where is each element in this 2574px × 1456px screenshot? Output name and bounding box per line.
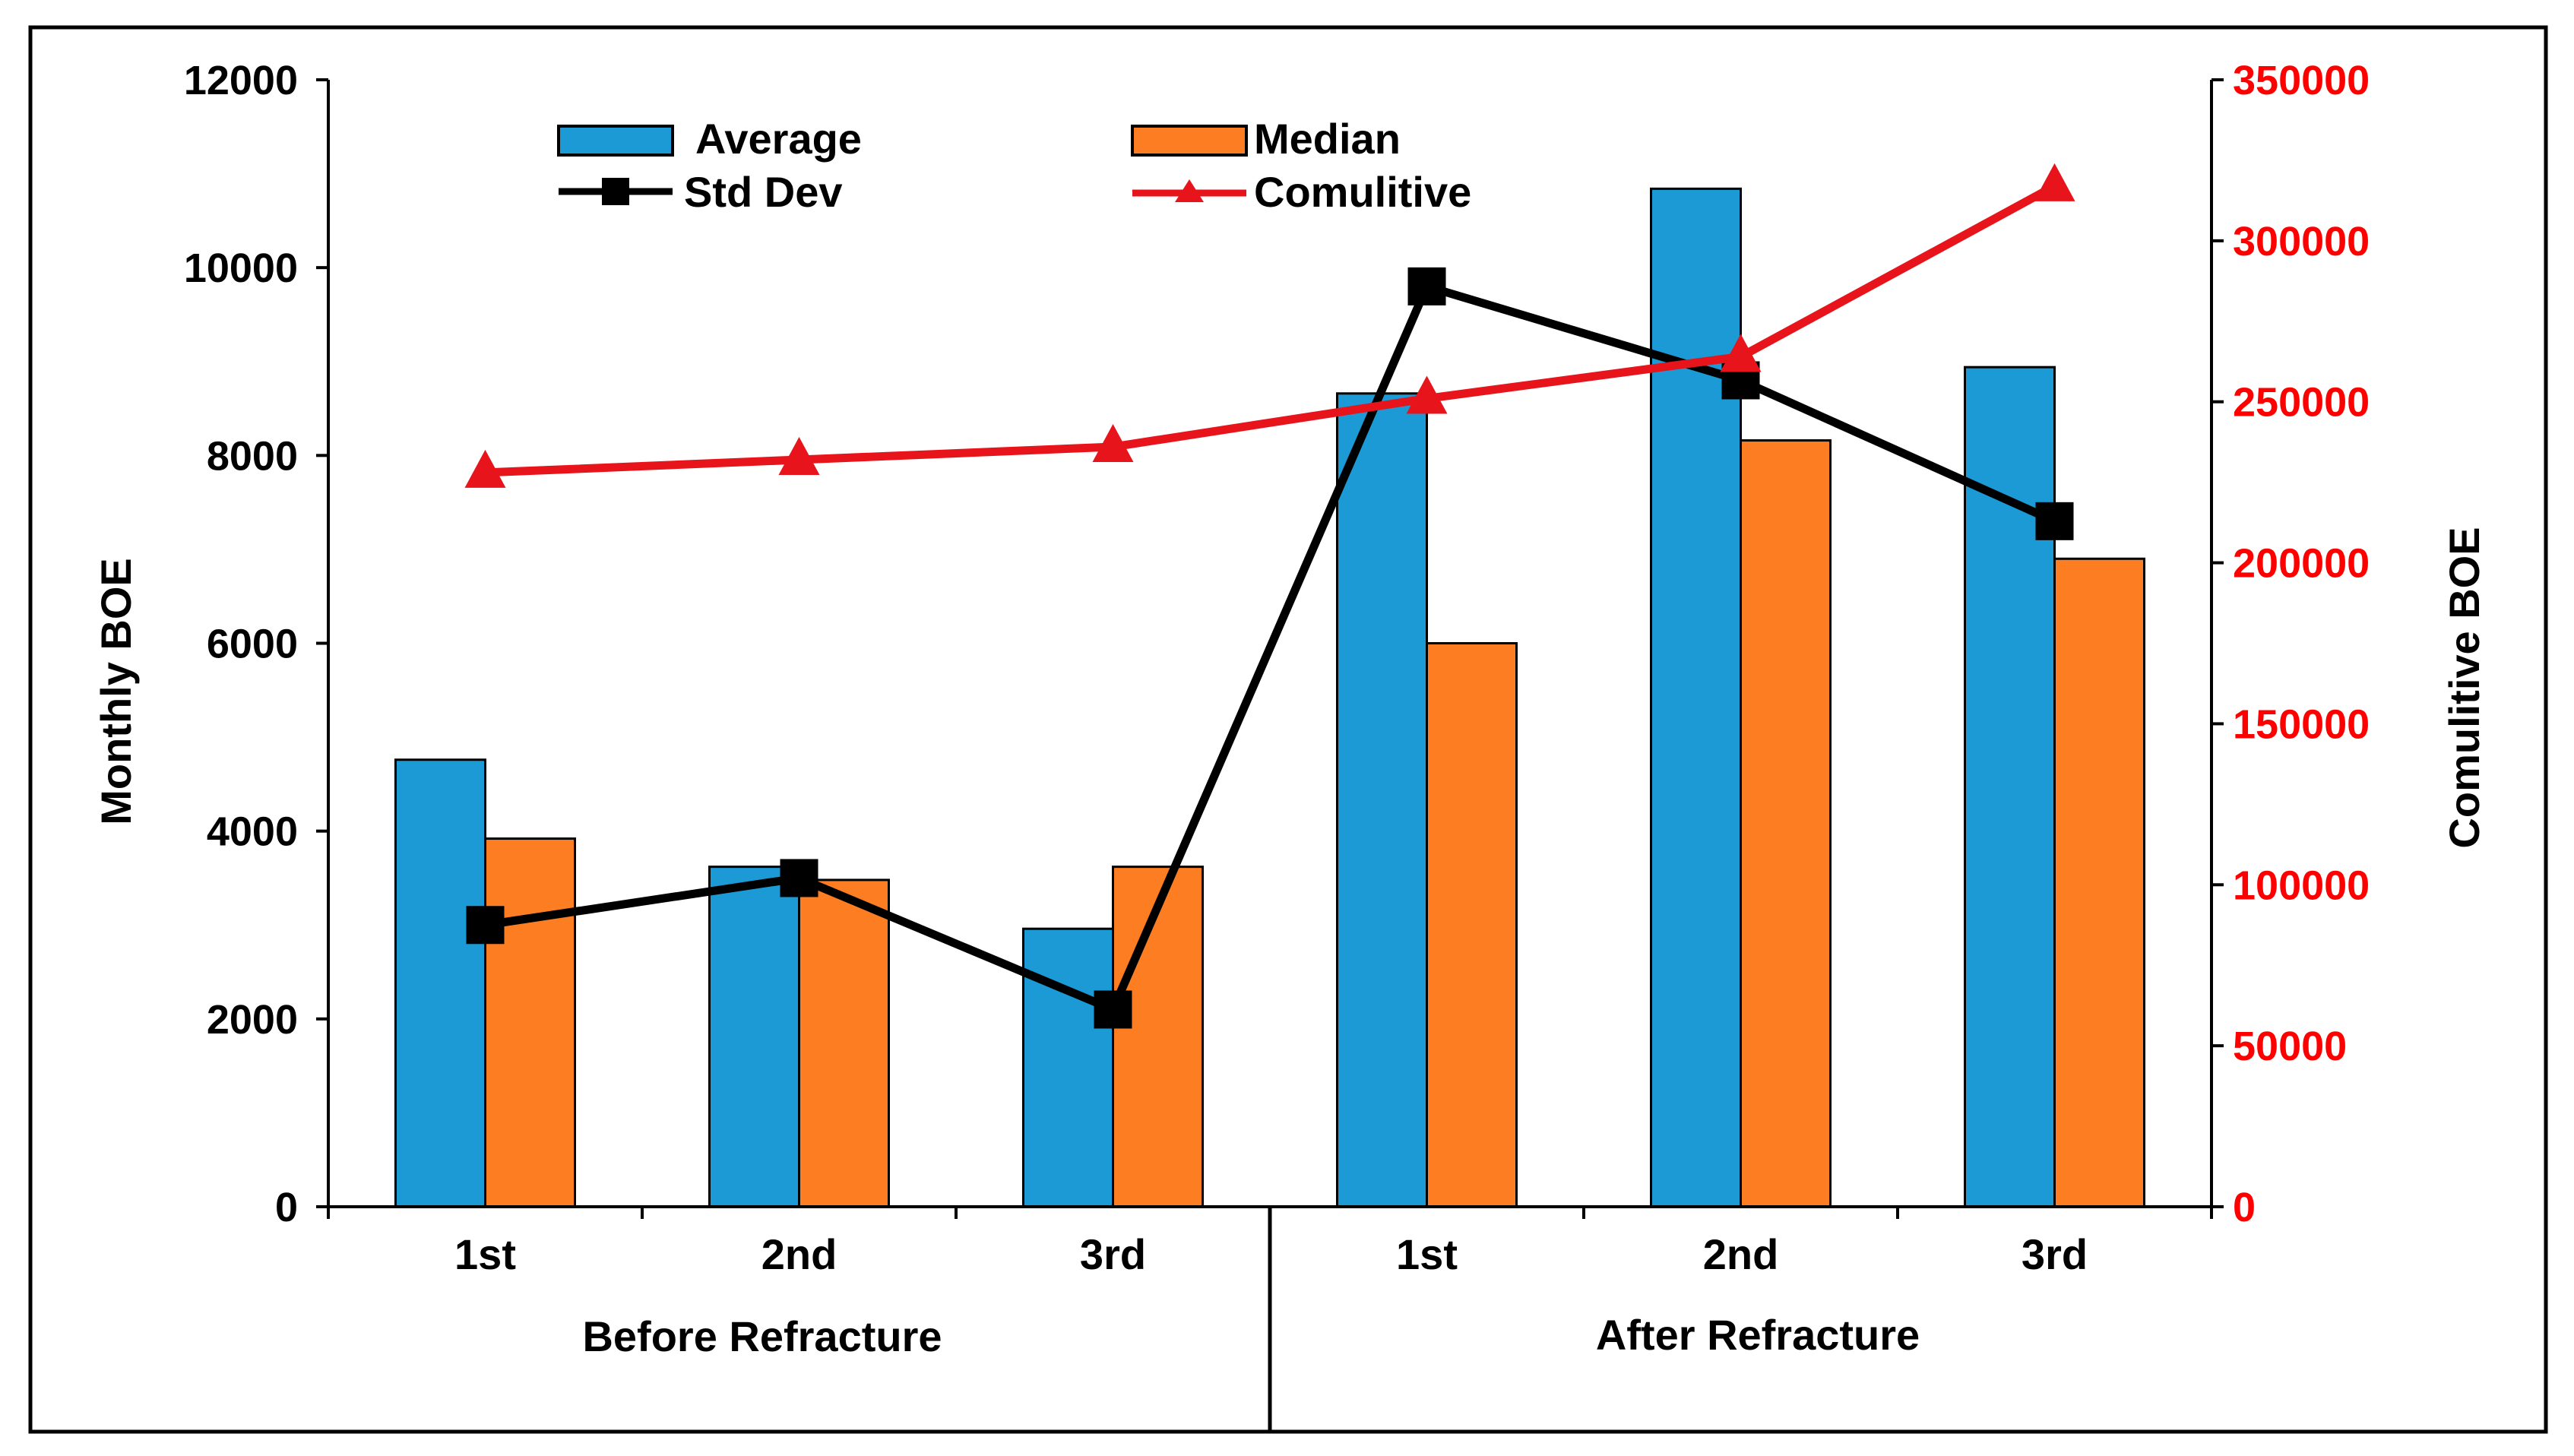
bar-average-5 <box>1964 366 2056 1208</box>
legend-label-average: Average <box>695 115 862 163</box>
marker-comulitive-1 <box>778 436 820 475</box>
legend-marker-square <box>602 178 629 205</box>
bar-average-2 <box>1022 927 1114 1208</box>
y-left-tick-label: 2000 <box>207 997 298 1043</box>
y-right-axis-label: Comulitive BOE <box>2440 527 2488 848</box>
y-right-tick-label: 250000 <box>2233 380 2370 426</box>
marker-std-dev-5 <box>2035 502 2074 540</box>
bar-average-1 <box>708 866 800 1208</box>
legend-item-average: Average <box>557 115 862 163</box>
marker-comulitive-0 <box>464 449 506 488</box>
y-left-tick-label: 10000 <box>184 245 298 291</box>
y-right-tick-label: 150000 <box>2233 701 2370 747</box>
legend-label-comulitive: Comulitive <box>1254 168 1471 216</box>
legend-label-median: Median <box>1254 115 1401 163</box>
bar-median-2 <box>1112 866 1204 1208</box>
y-left-tick-label: 8000 <box>207 433 298 479</box>
y-right-tick-label: 300000 <box>2233 219 2370 264</box>
marker-std-dev-0 <box>466 906 505 945</box>
line-std-dev <box>484 282 2056 1014</box>
y-right-tick-label: 350000 <box>2233 58 2370 103</box>
marker-std-dev-3 <box>1407 267 1446 305</box>
marker-comulitive-5 <box>2034 163 2075 201</box>
chart-frame <box>28 25 2548 1434</box>
bar-median-5 <box>2053 557 2145 1208</box>
bar-median-0 <box>484 837 576 1208</box>
x-tick-label: 1st <box>454 1230 516 1278</box>
y-left-axis-label: Monthly BOE <box>92 558 140 825</box>
bar-median-3 <box>1426 642 1518 1208</box>
lines-layer <box>464 163 2075 1029</box>
bar-average-3 <box>1336 392 1428 1208</box>
x-tick-label: 2nd <box>761 1230 837 1278</box>
legend-item-comulitive: Comulitive <box>1132 168 1471 216</box>
x-tick-label: 2nd <box>1703 1230 1779 1278</box>
marker-std-dev-1 <box>780 859 818 897</box>
y-left-tick-label: 6000 <box>207 622 298 667</box>
y-right-tick-label: 200000 <box>2233 541 2370 587</box>
legend-swatch-average <box>557 125 674 157</box>
bar-median-4 <box>1740 439 1832 1208</box>
x-tick-label: 3rd <box>1080 1230 1146 1278</box>
y-right-tick-label: 0 <box>2233 1185 2256 1230</box>
y-left-tick-label: 12000 <box>184 58 298 103</box>
legend-swatch-median <box>1131 125 1248 157</box>
y-left-tick-label: 0 <box>275 1185 298 1230</box>
x-tick-label: 3rd <box>2022 1230 2088 1278</box>
legend: Average Median Std Dev Comulitive <box>557 115 1471 216</box>
marker-comulitive-3 <box>1406 375 1448 414</box>
bar-median-1 <box>798 878 890 1208</box>
legend-marker-triangle <box>1175 179 1204 202</box>
y-right-tick-label: 50000 <box>2233 1024 2347 1069</box>
legend-item-median: Median <box>1131 115 1401 163</box>
x-tick-label: 1st <box>1396 1230 1458 1278</box>
y-left-tick-label: 4000 <box>207 809 298 855</box>
marker-comulitive-2 <box>1092 424 1134 463</box>
marker-std-dev-2 <box>1094 990 1132 1029</box>
y-right-tick-label: 100000 <box>2233 863 2370 908</box>
group-label-after: After Refracture <box>1596 1311 1920 1359</box>
marker-comulitive-4 <box>1720 334 1762 372</box>
bar-average-4 <box>1650 187 1742 1208</box>
legend-label-std-dev: Std Dev <box>684 168 843 216</box>
line-comulitive <box>485 182 2057 477</box>
bar-average-0 <box>394 758 486 1208</box>
legend-item-std-dev: Std Dev <box>559 168 843 216</box>
group-label-before: Before Refracture <box>582 1312 942 1360</box>
axes-layer: 0 2000 4000 6000 8000 10000 12000 0 50000 100000 1… <box>184 58 2370 1432</box>
